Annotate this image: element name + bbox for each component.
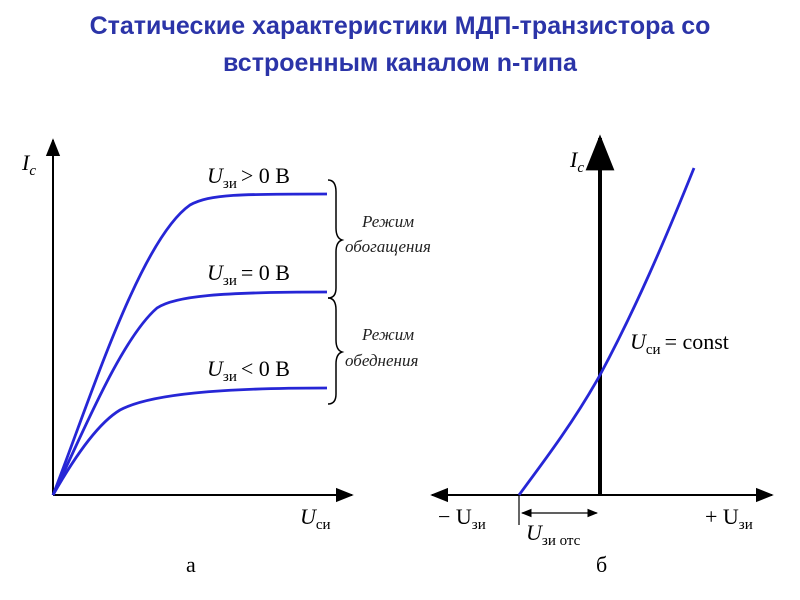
- title-line-2: встроенным каналом n-типа: [223, 49, 577, 77]
- label-ugs-positive: Uзи > 0 В: [207, 163, 290, 192]
- diagram-a-y-axis-label: Ic: [21, 150, 36, 179]
- curve-ugs-negative: [51, 386, 328, 496]
- mode-enrichment-line2: обогащения: [345, 237, 431, 256]
- caption-a: а: [186, 552, 196, 577]
- label-uds-const: Uси = const: [630, 329, 729, 358]
- mode-depletion-line2: обеднения: [345, 351, 418, 370]
- diagram-a: Ic Uси Uзи > 0 В Uзи = 0 В Uзи < 0 В Режим …: [21, 138, 431, 577]
- mode-depletion-line1: Режим: [361, 325, 414, 344]
- caption-b: б: [596, 552, 607, 577]
- label-ugs-cutoff: Uзи отс: [526, 520, 581, 549]
- diagram-b: Ic − Uзи + Uзи Uзи отс Uси = const б: [430, 134, 774, 577]
- diagram-b-y-axis-label: Ic: [569, 147, 584, 176]
- curve-ugs-zero: [51, 290, 328, 496]
- diagram-a-x-axis-label: Uси: [300, 504, 331, 533]
- slide-title: Статические характеристики МДП-транзисто…: [0, 8, 800, 82]
- mode-enrichment-line1: Режим: [361, 212, 414, 231]
- title-line-1: Статические характеристики МДП-транзисто…: [89, 12, 711, 40]
- brace-enrichment: [327, 179, 345, 299]
- label-ugs-zero: Uзи = 0 В: [207, 260, 290, 289]
- label-neg-ugs: − Uзи: [438, 504, 486, 533]
- brace-depletion: [327, 297, 345, 405]
- transfer-curve: [517, 167, 696, 496]
- label-ugs-negative: Uзи < 0 В: [207, 356, 290, 385]
- label-pos-ugs: + Uзи: [705, 504, 753, 533]
- curve-ugs-positive: [51, 192, 328, 496]
